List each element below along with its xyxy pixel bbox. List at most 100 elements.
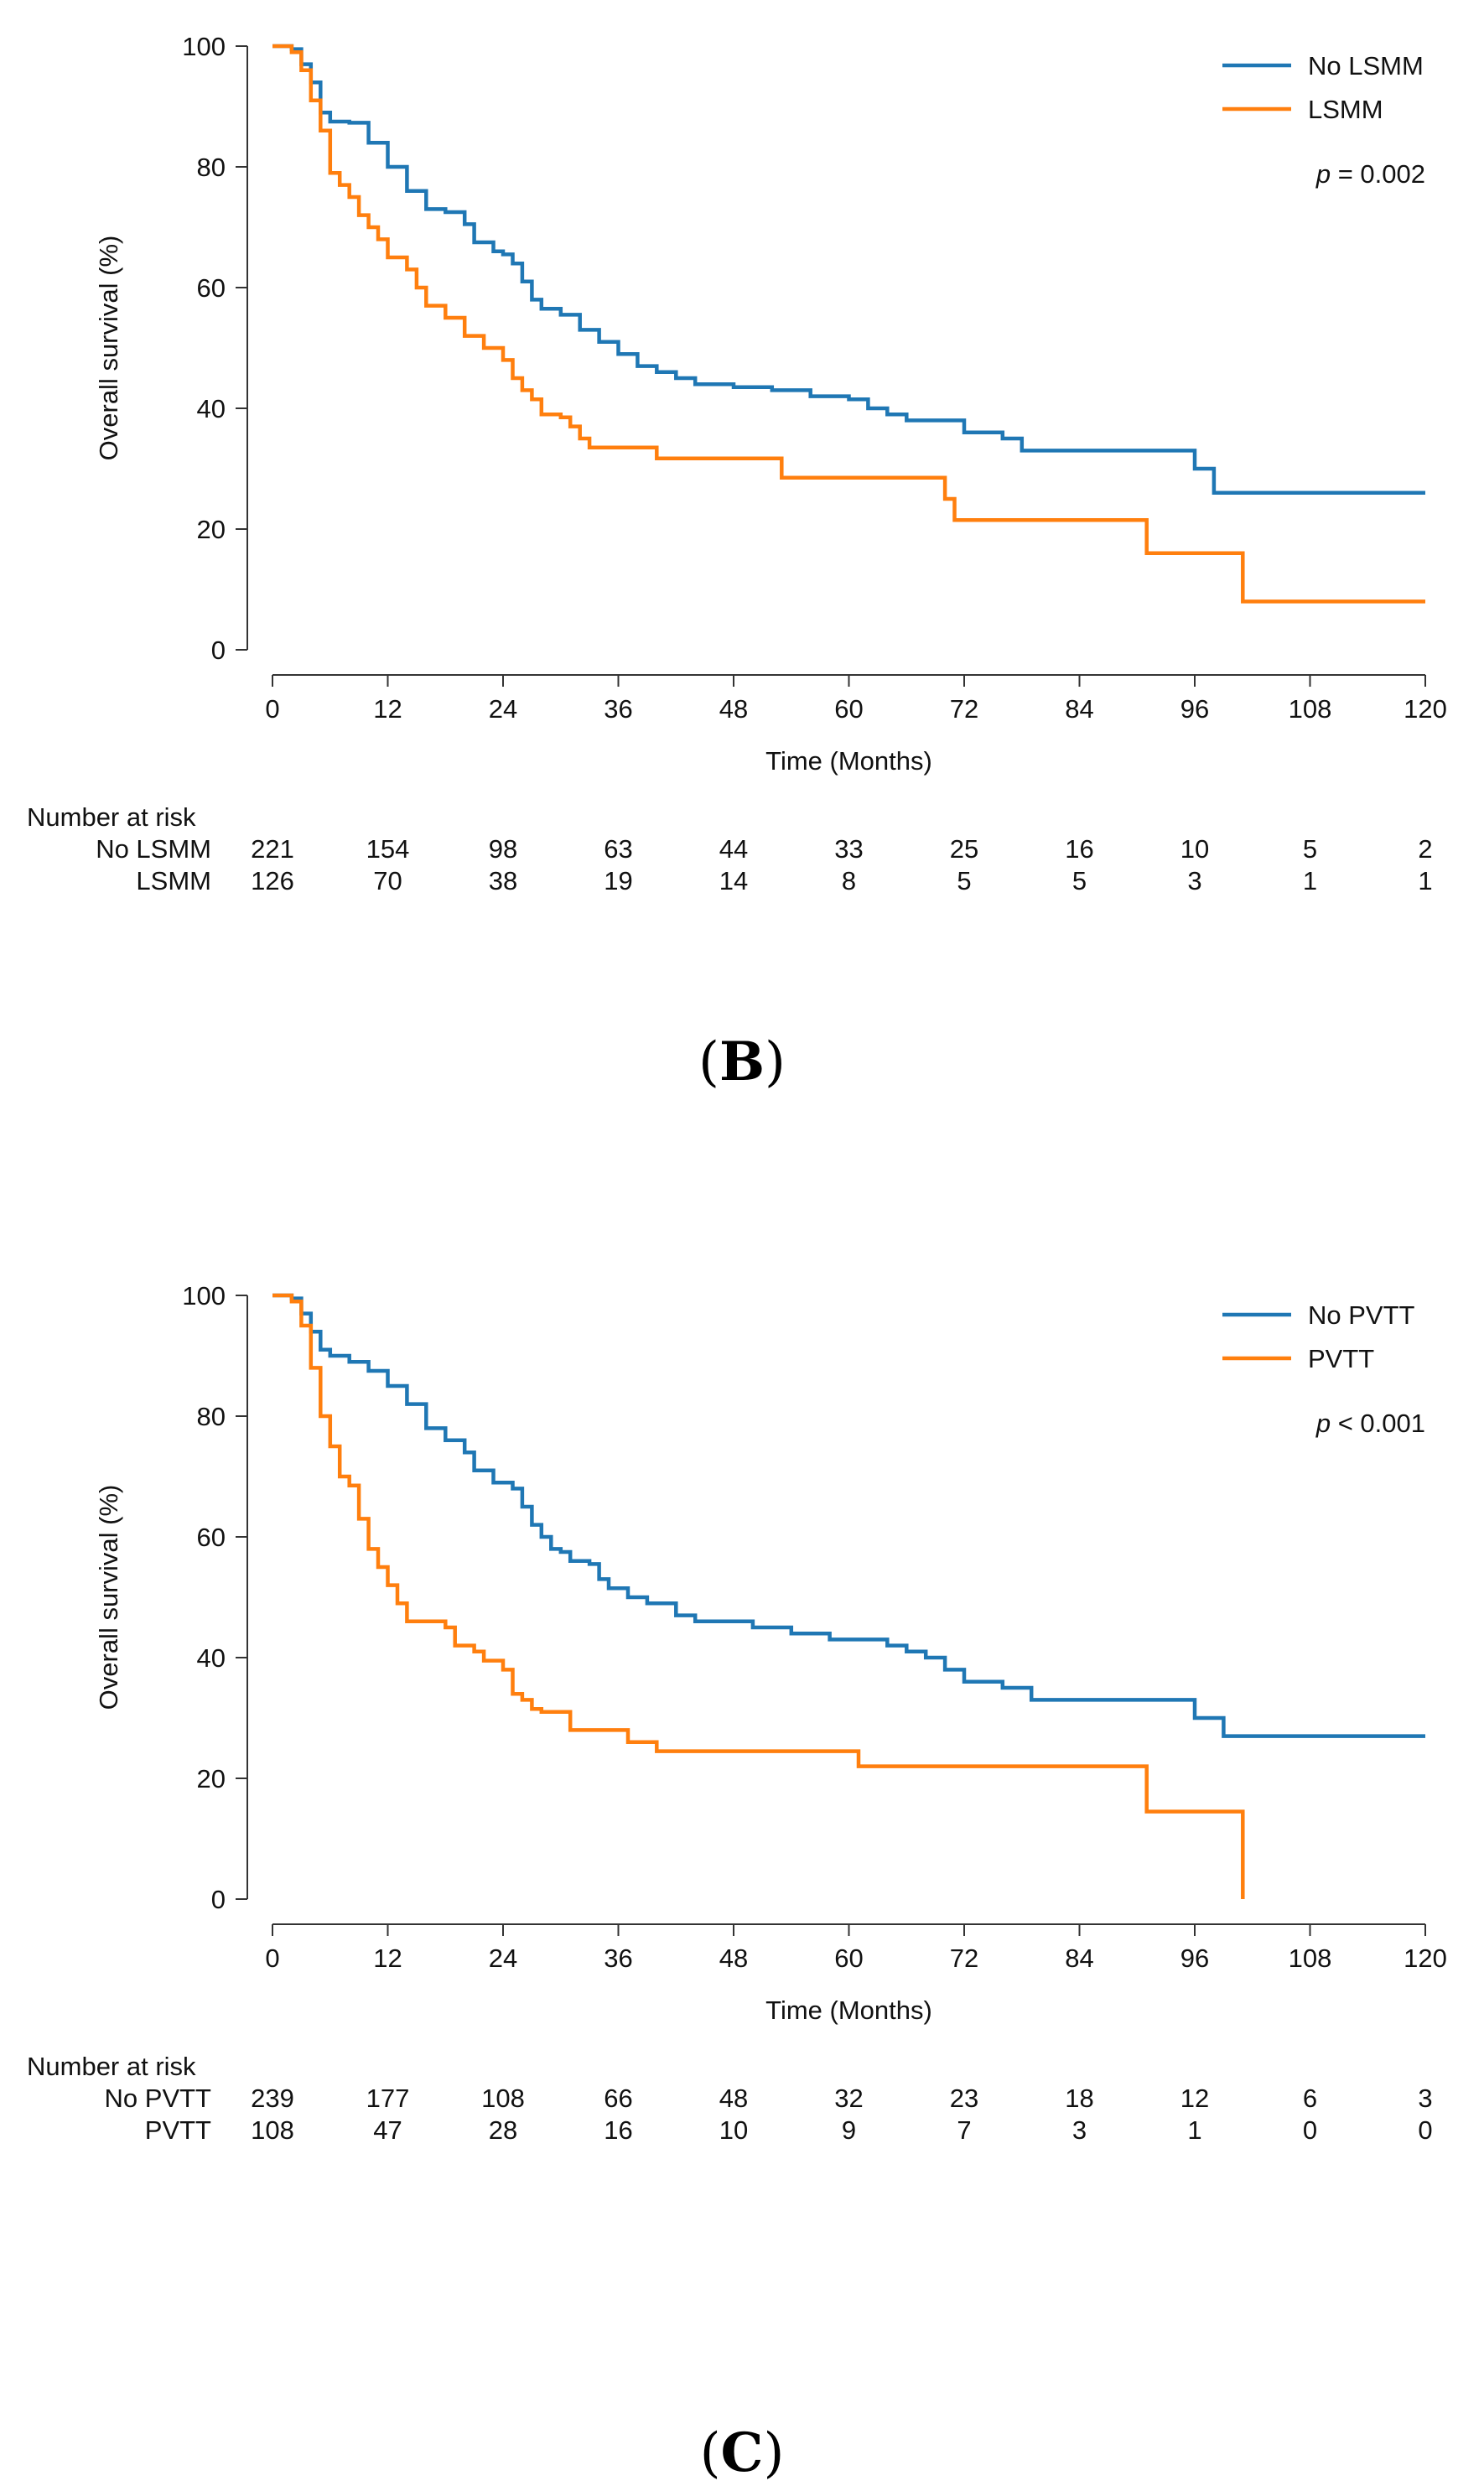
risk-value: 1 xyxy=(1187,2115,1201,2145)
y-tick-label: 80 xyxy=(197,153,226,182)
km-curve-no-lsmm xyxy=(272,44,1425,496)
x-tick-label: 72 xyxy=(950,1944,978,1973)
p-value-label: p = 0.002 xyxy=(1315,159,1425,189)
x-tick-label: 48 xyxy=(719,1944,748,1973)
x-tick-label: 36 xyxy=(604,1944,632,1973)
risk-value: 0 xyxy=(1418,2115,1432,2145)
y-tick-label: 20 xyxy=(197,1764,226,1793)
x-tick-label: 108 xyxy=(1289,1944,1332,1973)
km-curve-no-pvtt xyxy=(272,1293,1425,1738)
x-tick-label: 60 xyxy=(834,1944,863,1973)
risk-value: 98 xyxy=(489,834,517,864)
risk-value: 7 xyxy=(957,2115,971,2145)
risk-value: 70 xyxy=(373,866,402,895)
p-value-text: < 0.001 xyxy=(1331,1409,1425,1438)
x-tick-label: 120 xyxy=(1404,694,1447,724)
risk-value: 10 xyxy=(1180,834,1209,864)
risk-value: 47 xyxy=(373,2115,402,2145)
legend-label: No LSMM xyxy=(1308,51,1424,80)
x-tick-label: 24 xyxy=(489,694,517,724)
legend-label: LSMM xyxy=(1308,95,1383,124)
risk-value: 0 xyxy=(1303,2115,1317,2145)
x-tick-label: 96 xyxy=(1180,694,1209,724)
x-tick-label: 0 xyxy=(265,1944,279,1973)
y-tick-label: 20 xyxy=(197,515,226,544)
legend-label: No PVTT xyxy=(1308,1300,1415,1330)
panel-label: (C) xyxy=(700,2421,785,2484)
panel-label-open: ( xyxy=(698,1031,719,1093)
risk-value: 19 xyxy=(604,866,632,895)
y-tick-label: 60 xyxy=(197,273,226,303)
risk-value: 108 xyxy=(481,2084,525,2113)
risk-value: 5 xyxy=(1072,866,1087,895)
x-tick-label: 72 xyxy=(950,694,978,724)
panel-label: (B) xyxy=(698,1030,786,1093)
x-tick-label: 108 xyxy=(1289,694,1332,724)
km-curve-lsmm xyxy=(272,44,1425,604)
risk-value: 18 xyxy=(1065,2084,1093,2113)
risk-value: 5 xyxy=(1303,834,1317,864)
risk-value: 63 xyxy=(604,834,632,864)
p-value-label: p < 0.001 xyxy=(1315,1409,1425,1438)
risk-value: 3 xyxy=(1418,2084,1432,2113)
y-tick-label: 40 xyxy=(197,394,226,423)
risk-value: 33 xyxy=(834,834,863,864)
x-tick-label: 84 xyxy=(1065,694,1093,724)
risk-value: 9 xyxy=(842,2115,856,2145)
x-tick-label: 0 xyxy=(265,694,279,724)
risk-row-label: No LSMM xyxy=(96,834,211,864)
risk-value: 5 xyxy=(957,866,971,895)
y-tick-label: 0 xyxy=(211,1885,226,1914)
y-tick-label: 0 xyxy=(211,636,226,665)
km-curve-pvtt xyxy=(272,1293,1245,1899)
risk-value: 3 xyxy=(1072,2115,1087,2145)
x-tick-label: 120 xyxy=(1404,1944,1447,1973)
risk-value: 1 xyxy=(1303,866,1317,895)
risk-value: 14 xyxy=(719,866,748,895)
panel-label-letter: B xyxy=(719,1030,765,1093)
risk-value: 3 xyxy=(1187,866,1201,895)
risk-value: 177 xyxy=(366,2084,410,2113)
y-tick-label: 40 xyxy=(197,1643,226,1673)
risk-value: 2 xyxy=(1418,834,1432,864)
risk-value: 8 xyxy=(842,866,856,895)
risk-value: 221 xyxy=(251,834,294,864)
risk-value: 44 xyxy=(719,834,748,864)
p-value-text: = 0.002 xyxy=(1331,159,1425,189)
panel-label-close: ) xyxy=(763,2422,784,2484)
risk-value: 16 xyxy=(604,2115,632,2145)
y-tick-label: 60 xyxy=(197,1523,226,1552)
y-tick-label: 80 xyxy=(197,1402,226,1431)
risk-value: 38 xyxy=(489,866,517,895)
risk-value: 1 xyxy=(1418,866,1432,895)
risk-value: 48 xyxy=(719,2084,748,2113)
panel-label-open: ( xyxy=(700,2422,721,2484)
risk-value: 32 xyxy=(834,2084,863,2113)
risk-value: 12 xyxy=(1180,2084,1209,2113)
x-tick-label: 12 xyxy=(373,694,402,724)
x-tick-label: 84 xyxy=(1065,1944,1093,1973)
risk-value: 239 xyxy=(251,2084,294,2113)
y-tick-label: 100 xyxy=(182,1281,226,1310)
x-tick-label: 36 xyxy=(604,694,632,724)
p-value-p: p xyxy=(1315,1409,1331,1438)
p-value-p: p xyxy=(1315,159,1331,189)
risk-value: 28 xyxy=(489,2115,517,2145)
risk-value: 66 xyxy=(604,2084,632,2113)
legend-label: PVTT xyxy=(1308,1344,1374,1373)
y-axis-label: Overall survival (%) xyxy=(94,236,123,461)
panel-label-close: ) xyxy=(765,1031,786,1093)
y-axis-label: Overall survival (%) xyxy=(94,1485,123,1710)
risk-row-label: No PVTT xyxy=(105,2084,212,2113)
risk-value: 23 xyxy=(950,2084,978,2113)
risk-value: 126 xyxy=(251,866,294,895)
risk-value: 154 xyxy=(366,834,410,864)
y-tick-label: 100 xyxy=(182,32,226,61)
risk-row-label: PVTT xyxy=(145,2115,211,2145)
risk-row-label: LSMM xyxy=(136,866,211,895)
risk-value: 6 xyxy=(1303,2084,1317,2113)
x-tick-label: 60 xyxy=(834,694,863,724)
x-axis-label: Time (Months) xyxy=(765,1996,932,2025)
